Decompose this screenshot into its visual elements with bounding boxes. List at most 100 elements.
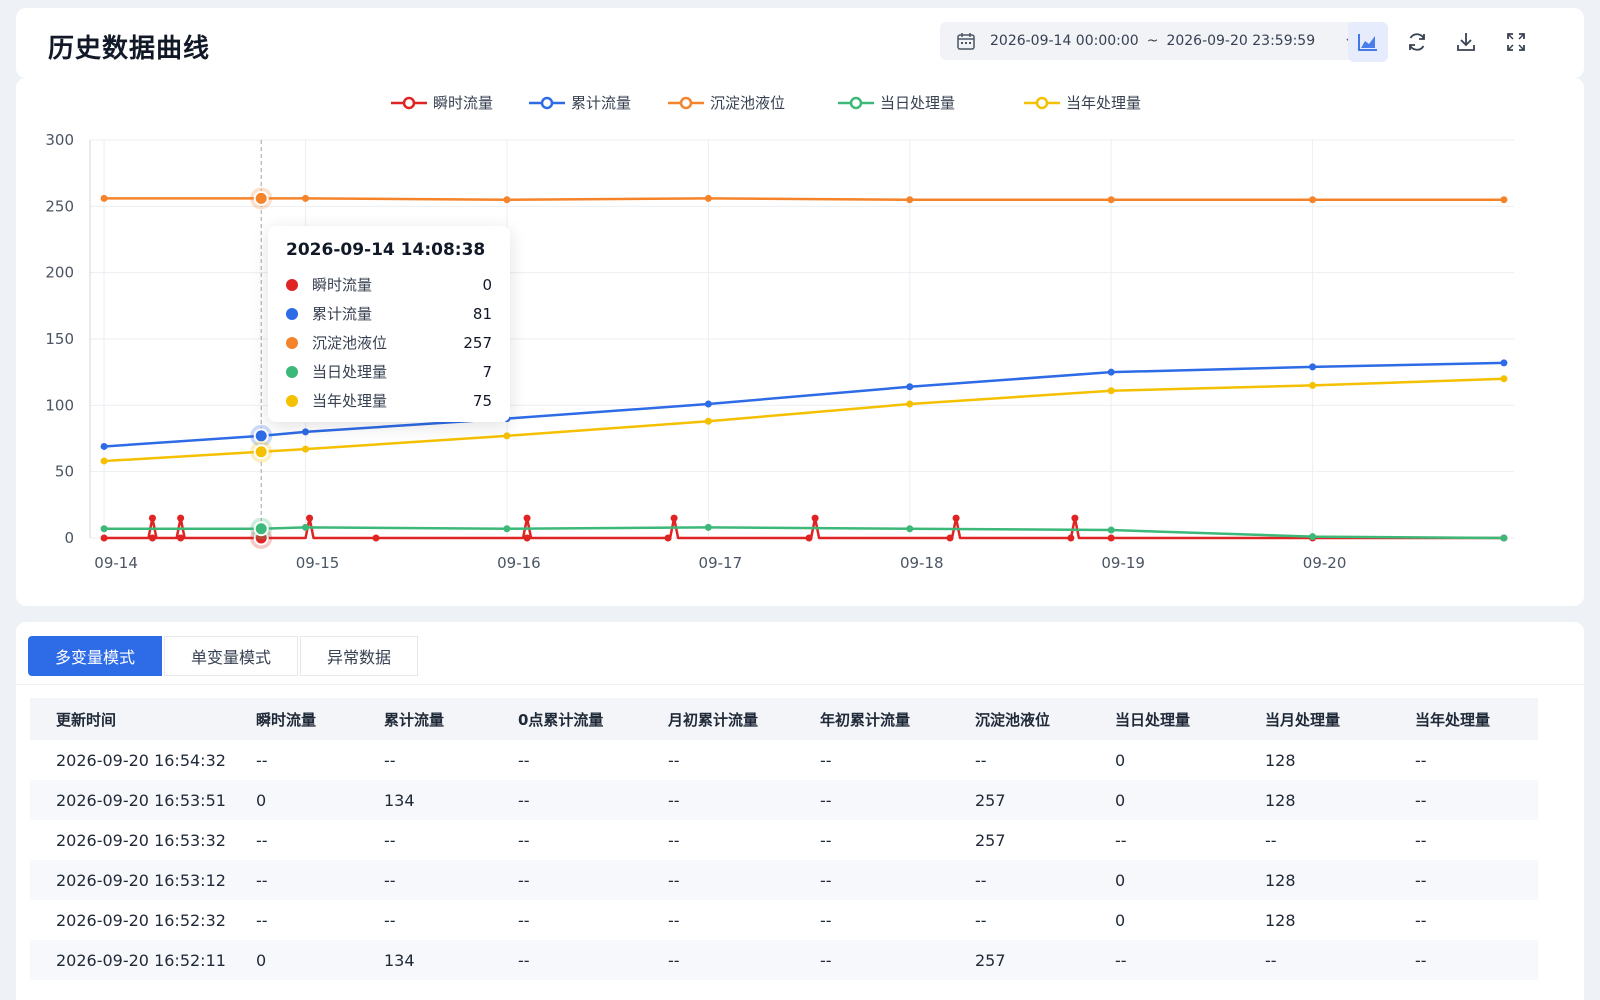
table-cell: -- bbox=[1415, 830, 1427, 850]
column-header[interactable]: 月初累计流量 bbox=[668, 710, 759, 729]
x-tick-label: 09-15 bbox=[296, 554, 340, 572]
data-point bbox=[1107, 534, 1115, 542]
table-row[interactable]: 2026-09-20 16:53:12 -- -- -- -- -- -- 0 128 -- bbox=[30, 860, 1538, 900]
x-tick-label: 09-16 bbox=[497, 554, 541, 572]
data-point bbox=[302, 523, 310, 531]
tab-1[interactable]: 多变量模式 bbox=[28, 636, 163, 676]
mode-tabs: 多变量模式 单变量模式 异常数据 bbox=[28, 636, 419, 676]
legend-item[interactable]: 累计流量 bbox=[529, 92, 631, 113]
table-cell: 0 bbox=[1115, 790, 1126, 810]
legend-item[interactable]: 当日处理量 bbox=[838, 92, 955, 113]
table-cell: 2026-09-20 16:54:32 bbox=[56, 750, 226, 770]
spike-point bbox=[306, 514, 314, 522]
tooltip-series-name: 累计流量 bbox=[312, 305, 373, 323]
tooltip-row: 沉淀池液位 257 bbox=[286, 328, 492, 357]
table-cell: -- bbox=[518, 830, 530, 850]
table-cell: 0 bbox=[1115, 870, 1126, 890]
tab-2[interactable]: 单变量模式 bbox=[164, 636, 299, 676]
column-header[interactable]: 当日处理量 bbox=[1115, 710, 1191, 729]
column-header[interactable]: 瞬时流量 bbox=[256, 710, 317, 729]
column-header[interactable]: 沉淀池液位 bbox=[975, 710, 1051, 729]
table-cell: 0 bbox=[256, 950, 267, 970]
table-row[interactable]: 2026-09-20 16:52:32 -- -- -- -- -- -- 0 128 -- bbox=[30, 900, 1538, 940]
tooltip-row: 瞬时流量 0 bbox=[286, 270, 492, 299]
tab-3[interactable]: 异常数据 bbox=[300, 636, 419, 676]
data-point bbox=[1500, 375, 1508, 383]
legend-item[interactable]: 当年处理量 bbox=[1024, 92, 1141, 113]
table-row[interactable]: 2026-09-20 16:53:32 -- -- -- -- -- 257 -- -- -- bbox=[30, 820, 1538, 860]
table-cell: -- bbox=[668, 750, 680, 770]
table-cell: 0 bbox=[256, 790, 267, 810]
download-button[interactable] bbox=[1446, 22, 1486, 62]
data-point bbox=[100, 442, 108, 450]
column-header[interactable]: 0点累计流量 bbox=[518, 710, 604, 729]
legend-item[interactable]: 沉淀池液位 bbox=[668, 92, 785, 113]
spike-point bbox=[523, 514, 531, 522]
table-cell: -- bbox=[820, 750, 832, 770]
table-row[interactable]: 2026-09-20 16:52:11 0 134 -- -- -- 257 -- -- -- bbox=[30, 940, 1538, 980]
date-end[interactable]: 2026-09-20 23:59:59 bbox=[1166, 33, 1316, 49]
chart-card: 瞬时流量 累计流量 沉淀池液位 当日处理量 当年处理量 0 50 100 150 200 250 3… bbox=[16, 78, 1584, 606]
refresh-button[interactable] bbox=[1397, 22, 1437, 62]
data-point bbox=[302, 194, 310, 202]
y-tick-label: 250 bbox=[45, 197, 74, 215]
data-point bbox=[503, 196, 511, 204]
data-point bbox=[1309, 533, 1317, 541]
table-cell: -- bbox=[975, 910, 987, 930]
tooltip-value: 257 bbox=[463, 333, 492, 352]
tooltip-row: 当日处理量 7 bbox=[286, 357, 492, 386]
chart-tooltip: 2026-09-14 14:08:38 瞬时流量 0 累计流量 81 沉淀池液位 257 当… bbox=[268, 226, 510, 422]
table-cell: -- bbox=[256, 830, 268, 850]
table-cell: -- bbox=[384, 870, 396, 890]
legend-marker-icon bbox=[391, 96, 427, 109]
table-cell: 128 bbox=[1265, 790, 1296, 810]
table-cell: -- bbox=[1265, 830, 1277, 850]
table-cell: -- bbox=[518, 950, 530, 970]
line-chart[interactable]: 0 50 100 150 200 250 300 09-14 09-15 09-16 09-17 09… bbox=[16, 78, 1584, 606]
spike-point bbox=[952, 514, 960, 522]
area-chart-button[interactable] bbox=[1348, 22, 1388, 62]
table-cell: -- bbox=[668, 950, 680, 970]
highlight-point bbox=[253, 190, 269, 206]
data-point bbox=[906, 525, 914, 533]
table-row[interactable]: 2026-09-20 16:53:51 0 134 -- -- -- 257 0 128 -- bbox=[30, 780, 1538, 820]
table-cell: 2026-09-20 16:53:12 bbox=[56, 870, 226, 890]
column-header[interactable]: 当月处理量 bbox=[1265, 710, 1341, 729]
data-point bbox=[1309, 196, 1317, 204]
tooltip-dot bbox=[286, 365, 298, 378]
legend-marker-icon bbox=[668, 96, 704, 109]
column-header[interactable]: 年初累计流量 bbox=[820, 710, 911, 729]
legend-item[interactable]: 瞬时流量 bbox=[391, 92, 493, 113]
data-point bbox=[1500, 534, 1508, 542]
column-header[interactable]: 更新时间 bbox=[56, 710, 117, 729]
tooltip-dot bbox=[286, 394, 298, 407]
header-bar: 历史数据曲线 2026-09-14 00:00:00 ~ 2026-09-20 … bbox=[16, 8, 1584, 78]
y-tick-label: 0 bbox=[64, 529, 74, 547]
legend-label: 瞬时流量 bbox=[433, 94, 494, 112]
date-start[interactable]: 2026-09-14 00:00:00 bbox=[990, 33, 1139, 49]
data-point bbox=[704, 194, 712, 202]
column-header[interactable]: 当年处理量 bbox=[1415, 710, 1491, 729]
table-cell: -- bbox=[1415, 790, 1427, 810]
data-point bbox=[1107, 368, 1115, 376]
y-tick-label: 200 bbox=[45, 264, 74, 282]
data-point bbox=[1107, 387, 1115, 395]
data-point bbox=[1500, 196, 1508, 204]
data-point bbox=[100, 534, 108, 542]
x-tick-label: 09-17 bbox=[699, 554, 743, 572]
date-separator: ~ bbox=[1146, 33, 1159, 49]
table-cell: -- bbox=[1415, 910, 1427, 930]
table-cell: -- bbox=[1415, 750, 1427, 770]
x-tick-label: 09-20 bbox=[1303, 554, 1347, 572]
legend-label: 沉淀池液位 bbox=[710, 94, 786, 112]
table-row[interactable]: 2026-09-20 16:54:32 -- -- -- -- -- -- 0 128 -- bbox=[30, 740, 1538, 780]
date-range-picker[interactable]: 2026-09-14 00:00:00 ~ 2026-09-20 23:59:5… bbox=[940, 22, 1372, 60]
x-tick-label: 09-14 bbox=[94, 554, 138, 572]
table-cell: -- bbox=[975, 870, 987, 890]
column-header[interactable]: 累计流量 bbox=[384, 710, 445, 729]
fullscreen-button[interactable] bbox=[1496, 22, 1536, 62]
table-cell: -- bbox=[820, 830, 832, 850]
tooltip-row: 累计流量 81 bbox=[286, 299, 492, 328]
highlight-point bbox=[253, 428, 269, 444]
series-line bbox=[104, 197, 1504, 201]
